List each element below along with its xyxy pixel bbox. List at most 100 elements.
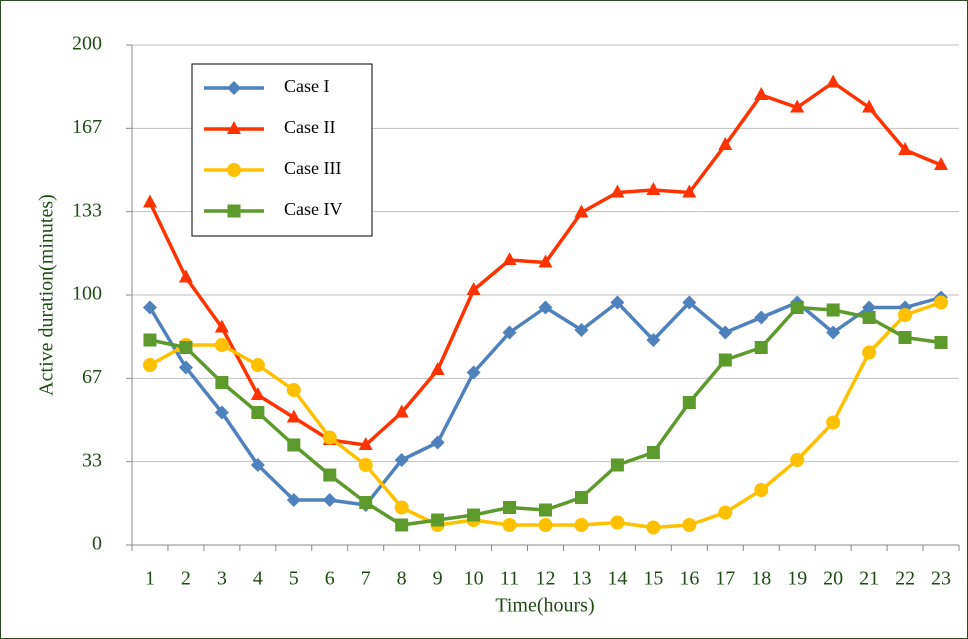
y-tick-label: 167: [72, 116, 102, 138]
marker: [359, 496, 373, 509]
y-tick-label: 0: [92, 533, 102, 555]
marker: [646, 333, 661, 347]
marker: [250, 387, 265, 400]
marker: [934, 336, 948, 349]
marker: [574, 491, 588, 504]
x-tick-label: 3: [217, 568, 227, 590]
x-tick-label: 21: [859, 568, 879, 590]
legend: Case I Case II Case III Case IV: [191, 63, 373, 237]
marker: [286, 383, 301, 397]
marker: [539, 503, 552, 517]
marker: [287, 438, 301, 452]
legend-label: Case I: [284, 76, 329, 96]
marker: [718, 137, 733, 150]
legend-label: Case III: [284, 158, 341, 178]
x-tick-label: 15: [643, 568, 663, 590]
y-axis-label: Active duration(minutes): [36, 194, 58, 396]
x-tick-label: 5: [289, 568, 299, 590]
x-axis-label: Time(hours): [495, 595, 594, 617]
x-tick-label: 2: [181, 568, 191, 590]
marker: [142, 194, 157, 208]
marker: [610, 295, 625, 310]
marker: [826, 325, 841, 340]
marker: [358, 437, 373, 450]
y-tick-label: 67: [82, 366, 102, 388]
marker: [646, 520, 661, 535]
marker: [227, 121, 241, 134]
x-tick-label: 17: [715, 568, 735, 590]
marker: [430, 362, 445, 375]
marker: [898, 331, 912, 344]
x-tick-label: 14: [607, 568, 627, 590]
x-tick-label: 20: [823, 568, 843, 590]
x-tick-label: 18: [751, 568, 771, 590]
y-tick-label: 200: [72, 33, 102, 55]
marker: [934, 295, 949, 310]
marker: [646, 446, 660, 459]
marker: [610, 458, 624, 472]
y-tick-label: 100: [72, 283, 102, 305]
marker: [610, 515, 625, 530]
marker: [214, 338, 229, 352]
marker: [754, 87, 769, 100]
x-tick-label: 13: [571, 568, 591, 590]
marker: [430, 435, 445, 450]
legend-box: [191, 63, 373, 237]
marker: [431, 513, 445, 527]
marker: [682, 396, 696, 409]
marker: [682, 184, 697, 198]
marker: [178, 360, 193, 375]
legend-label: Case II: [284, 117, 335, 137]
marker: [227, 81, 241, 95]
marker: [574, 518, 589, 532]
marker: [502, 325, 517, 340]
legend-label: Case IV: [284, 199, 342, 219]
marker: [215, 376, 229, 389]
marker: [862, 99, 877, 113]
x-tick-label: 7: [361, 568, 371, 590]
marker: [503, 501, 517, 514]
x-tick-label: 6: [325, 568, 335, 590]
marker: [227, 204, 241, 218]
marker: [934, 157, 949, 170]
marker: [538, 518, 553, 532]
marker: [142, 358, 157, 372]
marker: [826, 415, 841, 430]
marker: [718, 325, 733, 340]
marker: [538, 254, 553, 268]
marker: [754, 341, 768, 354]
marker: [682, 295, 697, 310]
marker: [646, 182, 661, 195]
marker: [862, 345, 877, 360]
y-tick-label: 133: [72, 199, 102, 221]
marker: [250, 358, 265, 372]
marker: [682, 518, 697, 532]
marker: [395, 518, 409, 532]
marker: [826, 303, 840, 317]
marker: [214, 405, 229, 420]
marker: [143, 333, 157, 347]
marker: [250, 458, 265, 472]
marker: [898, 142, 913, 155]
x-tick-label: 4: [253, 568, 263, 590]
x-tick-label: 1: [145, 568, 155, 590]
marker: [826, 74, 841, 88]
marker: [862, 311, 876, 324]
marker: [466, 282, 481, 295]
x-tick-label: 10: [464, 568, 484, 590]
marker: [718, 505, 733, 520]
x-tick-label: 16: [679, 568, 699, 590]
marker: [574, 323, 589, 337]
marker: [394, 453, 409, 467]
marker: [394, 500, 409, 515]
marker: [718, 353, 732, 367]
marker: [790, 99, 805, 113]
marker: [898, 308, 913, 322]
y-tick-label: 33: [82, 449, 102, 471]
marker: [286, 409, 301, 423]
marker: [286, 493, 301, 507]
marker: [790, 301, 804, 314]
marker: [790, 453, 805, 467]
x-tick-label: 22: [895, 568, 915, 590]
